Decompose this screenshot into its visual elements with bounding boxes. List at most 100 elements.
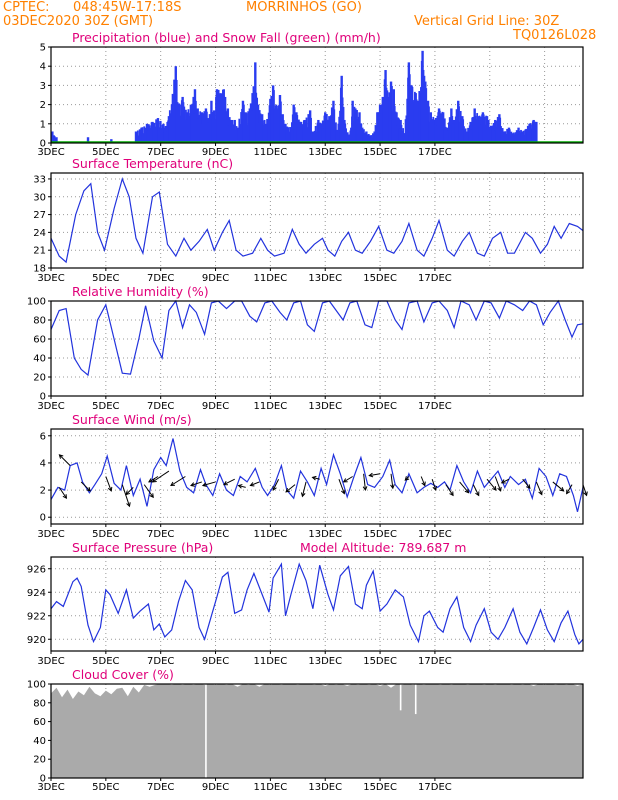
precip-bar — [136, 130, 139, 143]
precip-bar — [388, 92, 391, 143]
precip-title: Precipitation (blue) and Snow Fall (gree… — [72, 30, 381, 45]
precip-bar — [339, 87, 342, 143]
wind-vector — [494, 476, 502, 492]
pres-series-line — [50, 562, 584, 646]
rh-ytick-label: 0 — [40, 392, 46, 403]
precip-bar — [268, 105, 271, 143]
precip-bar — [313, 130, 316, 143]
cloud-xtick-label: 13DEC — [308, 782, 342, 793]
precip-bar — [317, 119, 320, 143]
precip-bar — [254, 62, 257, 143]
header-grid-note: Vertical Grid Line: 30Z — [414, 14, 560, 29]
pres-xtick-label: 5DEC — [92, 656, 119, 667]
wind-vector-head — [311, 475, 317, 481]
precip-bar — [312, 131, 315, 143]
precip-bar — [242, 104, 245, 143]
precip-bar — [516, 134, 519, 143]
wind-vector — [285, 484, 296, 493]
wind-vector-head — [362, 486, 368, 492]
pres-xtick-label: 13DEC — [308, 656, 342, 667]
precip-bar — [134, 131, 138, 143]
temp-ytick-label: 27 — [33, 210, 46, 221]
precip-bar — [392, 89, 395, 143]
precip-bar — [304, 122, 307, 143]
wind-vector — [190, 481, 202, 487]
precip-bar — [148, 125, 151, 143]
cloud-cover-dip — [205, 684, 207, 778]
precip-bar — [264, 126, 267, 143]
precip-bar — [298, 121, 301, 143]
precip-bar — [407, 77, 409, 143]
precip-bar — [408, 74, 411, 143]
precip-bar — [507, 132, 509, 143]
cloud-xtick-label: 9DEC — [202, 782, 229, 793]
precip-ytick-label: 0 — [40, 139, 46, 150]
wind-vector-head — [475, 491, 480, 497]
wind-frame — [50, 428, 584, 525]
pres-panel: 920 922 924 926 3DEC 5DEC 7DEC 9DEC 11DEC 13DEC 15… — [27, 540, 584, 667]
precip-xtick-label: 7DEC — [147, 147, 174, 158]
precip-bar — [285, 130, 288, 143]
precip-bar — [150, 122, 153, 143]
precip-bar — [289, 127, 291, 143]
precip-bar — [54, 139, 57, 143]
precip-bar — [383, 79, 386, 143]
temp-xtick-label: 5DEC — [92, 273, 119, 284]
precip-bar — [357, 116, 360, 143]
wind-xtick-label: 7DEC — [147, 529, 174, 540]
precip-xtick-label: 5DEC — [92, 147, 119, 158]
cloud-ytick-label: 20 — [33, 755, 46, 766]
precip-bar — [249, 103, 252, 143]
rh-ytick-label: 100 — [27, 297, 46, 308]
precip-bar — [531, 121, 534, 143]
precip-bar — [372, 133, 375, 143]
precip-bar — [515, 130, 518, 143]
wind-vector — [390, 473, 394, 489]
precip-bar — [256, 97, 259, 143]
pres-frame — [50, 556, 584, 652]
precip-bar — [236, 127, 239, 143]
precip-bar — [534, 124, 537, 143]
cloud-frame — [50, 683, 584, 779]
precip-bar — [391, 110, 394, 143]
precip-bar — [514, 134, 516, 143]
precip-bar — [416, 102, 419, 143]
precip-bar — [278, 104, 280, 143]
precip-bar — [215, 96, 217, 143]
cloud-ytick-label: 100 — [27, 680, 46, 691]
precip-bar — [238, 118, 241, 143]
precip-bar — [302, 120, 305, 143]
precip-bar — [156, 118, 160, 143]
precip-bar — [449, 125, 452, 143]
precip-bar — [170, 104, 173, 143]
rh-ytick-label: 80 — [33, 316, 46, 327]
precip-bar — [144, 127, 147, 143]
rh-panel: 0 20 40 60 80 100 3DEC 5DEC 7DEC 9DEC 11DEC 13DEC 15… — [27, 284, 584, 412]
precip-bar — [398, 128, 401, 143]
precip-bar — [413, 91, 416, 143]
precip-bar — [156, 126, 158, 143]
precip-bar — [228, 117, 231, 143]
precip-bar — [360, 123, 363, 143]
precip-bar — [168, 110, 171, 143]
cloud-xtick-label: 11DEC — [254, 782, 288, 793]
wind-ytick-label: 2 — [40, 486, 46, 497]
rh-ytick-label: 40 — [33, 354, 46, 365]
precip-ytick-label: 1 — [40, 119, 46, 130]
precip-bar — [378, 119, 381, 143]
wind-vector-head — [237, 484, 243, 489]
precip-bar — [281, 114, 284, 143]
precip-bar — [271, 98, 274, 143]
precip-bar — [503, 131, 506, 143]
precip-bar — [226, 110, 228, 143]
precip-bar — [374, 125, 377, 143]
wind-xtick-label: 9DEC — [202, 529, 229, 540]
rh-xtick-label: 5DEC — [92, 401, 119, 412]
wind-vector-head — [390, 484, 395, 490]
precip-bar — [206, 122, 209, 143]
precip-bar — [376, 112, 379, 143]
precip-bar — [489, 127, 492, 143]
wind-vector — [152, 470, 170, 483]
precip-bar — [212, 110, 216, 143]
pres-ytick-label: 922 — [27, 611, 46, 622]
